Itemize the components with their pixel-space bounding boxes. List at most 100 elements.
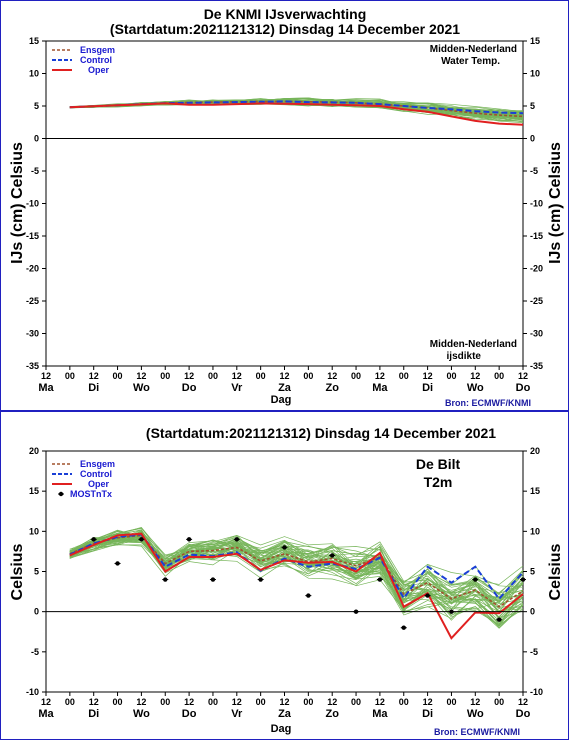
- top-xtick-hour-6: 12: [184, 371, 194, 381]
- top-y-axis: 15 15 10 10 5 5 0 0 -5 -5 -10 -10 -15 -15 -20 -20 -25 -25…: [26, 36, 543, 371]
- bot-xtick-hour-0: 12: [41, 697, 51, 707]
- top-xtick-hour-9: 00: [256, 371, 266, 381]
- bot-xtick-hour-18: 12: [470, 697, 480, 707]
- top-ytick-label-right-10: -35: [530, 361, 543, 371]
- bot-ytick-label-right-3: 5: [530, 567, 535, 577]
- top-xtick-hour-20: 12: [518, 371, 528, 381]
- top-ytick-label-left-1: 10: [29, 69, 39, 79]
- top-xtick-hour-3: 00: [113, 371, 123, 381]
- top-ytick-label-right-7: -20: [530, 264, 543, 274]
- top-ytick-label-right-6: -15: [530, 231, 543, 241]
- bot-most-point-3: [163, 577, 168, 582]
- top-ytick-label-left-5: -10: [26, 199, 39, 209]
- top-xtick-hour-14: 12: [375, 371, 385, 381]
- top-ytick-label-right-5: -10: [530, 199, 543, 209]
- top-ylabel-left: IJs (cm) Celsius: [9, 142, 26, 264]
- bottom-xlabel: Dag: [271, 723, 292, 735]
- top-ytick-label-left-2: 5: [34, 101, 39, 111]
- top-series-lines: [69, 100, 524, 126]
- top-xtick-hour-0: 12: [41, 371, 51, 381]
- bot-xtick-hour-16: 12: [423, 697, 433, 707]
- bottom-source: Bron: ECMWF/KNMI: [434, 727, 520, 737]
- bot-day-label-6: Zo: [325, 708, 339, 720]
- top-day-label-0: Ma: [38, 382, 54, 394]
- bot-xtick-hour-14: 12: [375, 697, 385, 707]
- top-day-label-10: Do: [516, 382, 531, 394]
- bot-xtick-hour-5: 00: [160, 697, 170, 707]
- bot-xtick-hour-13: 00: [351, 697, 361, 707]
- bot-ytick-label-left-6: -10: [26, 687, 39, 697]
- bot-legend-label-1: Control: [80, 469, 112, 479]
- bot-most-point-10: [330, 553, 335, 558]
- top-ytick-label-right-0: 15: [530, 36, 540, 46]
- bot-day-label-1: Di: [88, 708, 99, 720]
- bot-day-label-9: Wo: [467, 708, 484, 720]
- bot-xtick-hour-3: 00: [113, 697, 123, 707]
- top-xtick-hour-11: 00: [303, 371, 313, 381]
- top-xtick-hour-4: 12: [136, 371, 146, 381]
- bot-xtick-hour-6: 12: [184, 697, 194, 707]
- bot-most-point-14: [425, 593, 430, 598]
- bot-member-24: [69, 538, 524, 613]
- bot-xtick-hour-12: 12: [327, 697, 337, 707]
- top-ytick-label-left-6: -15: [26, 231, 39, 241]
- bot-xtick-hour-19: 00: [494, 697, 504, 707]
- bot-ytick-label-left-5: -5: [31, 647, 39, 657]
- bot-most-point-16: [473, 577, 478, 582]
- top-ytick-label-left-9: -30: [26, 329, 39, 339]
- top-day-label-2: Wo: [133, 382, 150, 394]
- bottom-y-axis: 20 20 15 15 10 10 5 5 0 0 -5 -5 -10 -10: [26, 446, 543, 697]
- bot-ytick-label-left-3: 5: [34, 567, 39, 577]
- bottom-title: (Startdatum:2021121312) Dinsdag 14 Decem…: [146, 425, 496, 441]
- bottom-ylabel-left: Celsius: [9, 543, 26, 600]
- bot-legend-label-3: MOSTnTx: [70, 489, 112, 499]
- bot-legend-label-2: Oper: [88, 479, 110, 489]
- top-xtick-hour-18: 12: [470, 371, 480, 381]
- bottom-location: De Bilt: [416, 456, 461, 472]
- top-xtick-hour-12: 12: [327, 371, 337, 381]
- top-xtick-hour-15: 00: [399, 371, 409, 381]
- top-day-label-1: Di: [88, 382, 99, 394]
- bot-xtick-hour-11: 00: [303, 697, 313, 707]
- top-ytick-label-right-8: -25: [530, 296, 543, 306]
- bot-most-point-18: [520, 577, 526, 582]
- top-ytick-label-right-2: 5: [530, 101, 535, 111]
- bot-day-label-0: Ma: [38, 708, 54, 720]
- bot-ytick-label-right-2: 10: [530, 526, 540, 536]
- top-xtick-hour-1: 00: [65, 371, 75, 381]
- top-xtick-hour-16: 12: [423, 371, 433, 381]
- bot-ytick-label-left-4: 0: [34, 607, 39, 617]
- bot-xtick-hour-2: 12: [89, 697, 99, 707]
- top-day-label-9: Wo: [467, 382, 484, 394]
- bot-series-oper: [69, 532, 524, 640]
- bot-most-point-6: [234, 537, 239, 542]
- bot-member-43: [69, 527, 524, 609]
- bot-day-label-10: Do: [516, 708, 531, 720]
- top-xlabel: Dag: [271, 394, 292, 406]
- bot-most-point-1: [115, 561, 120, 566]
- top-ytick-label-right-3: 0: [530, 134, 535, 144]
- bot-most-point-13: [401, 625, 406, 630]
- bottom-note-region: Midden-Nederland: [430, 339, 517, 350]
- top-day-label-4: Vr: [231, 382, 243, 394]
- top-source: Bron: ECMWF/KNMI: [445, 398, 531, 408]
- bot-xtick-hour-10: 12: [279, 697, 289, 707]
- top-xtick-hour-10: 12: [279, 371, 289, 381]
- top-note-region: Midden-Nederland: [430, 44, 517, 55]
- bot-xtick-hour-4: 12: [136, 697, 146, 707]
- bot-most-point-4: [186, 537, 192, 542]
- bot-ytick-label-right-0: 20: [530, 446, 540, 456]
- top-day-label-6: Zo: [325, 382, 339, 394]
- bottom-ensemble-members: [69, 527, 524, 629]
- bot-ytick-label-right-4: 0: [530, 607, 535, 617]
- bot-most-point-8: [282, 545, 287, 550]
- top-ytick-label-left-8: -25: [26, 296, 39, 306]
- top-xtick-hour-8: 12: [232, 371, 242, 381]
- bottom-ylabel-right: Celsius: [547, 543, 564, 600]
- bot-ytick-label-right-6: -10: [530, 687, 543, 697]
- bot-xtick-hour-8: 12: [232, 697, 242, 707]
- bot-day-label-2: Wo: [133, 708, 150, 720]
- top-note-variable: Water Temp.: [441, 56, 500, 67]
- top-ytick-label-left-3: 0: [34, 134, 39, 144]
- top-xtick-hour-2: 12: [89, 371, 99, 381]
